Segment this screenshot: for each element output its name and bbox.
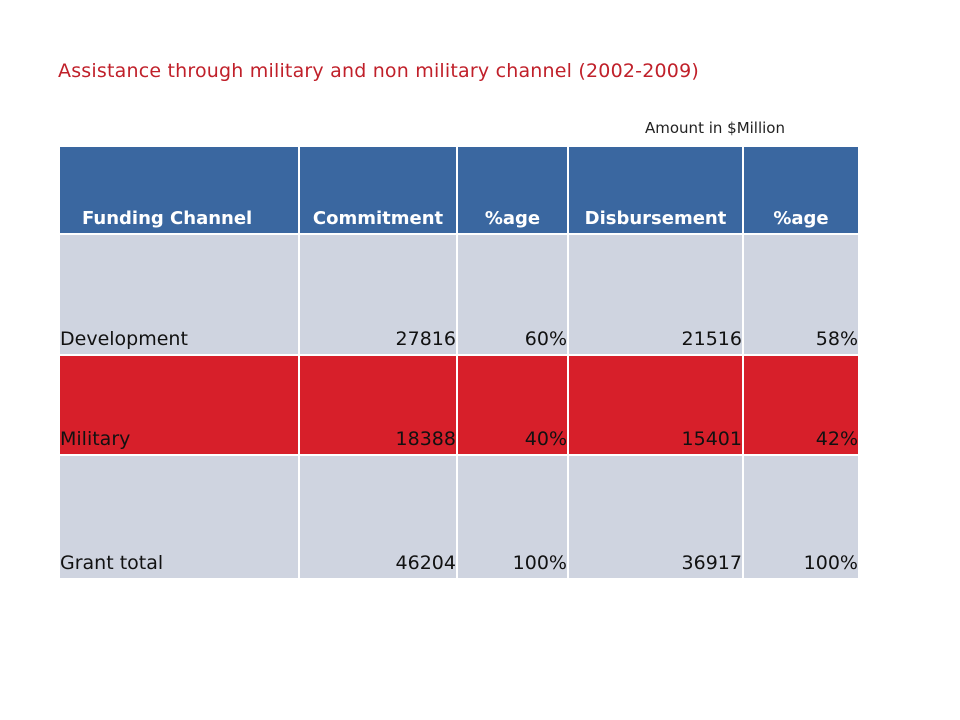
table-row: Grant total 46204 100% 36917 100% — [58, 454, 860, 580]
commitment-percentage-cell: 60% — [456, 233, 569, 356]
header-funding-channel: Funding Channel — [58, 145, 300, 235]
commitment-cell: 18388 — [298, 354, 458, 456]
commitment-percentage-cell: 40% — [456, 354, 569, 456]
disbursement-cell: 15401 — [567, 354, 744, 456]
commitment-cell: 27816 — [298, 233, 458, 356]
commitment-cell: 46204 — [298, 454, 458, 580]
disbursement-percentage-cell: 100% — [742, 454, 860, 580]
commitment-percentage-cell: 100% — [456, 454, 569, 580]
row-label: Grant total — [58, 454, 300, 580]
disbursement-cell: 36917 — [567, 454, 744, 580]
disbursement-cell: 21516 — [567, 233, 744, 356]
funding-table: Funding Channel Commitment %age Disburse… — [58, 145, 860, 580]
table-header-row: Funding Channel Commitment %age Disburse… — [58, 145, 860, 235]
disbursement-percentage-cell: 58% — [742, 233, 860, 356]
header-disbursement: Disbursement — [567, 145, 744, 235]
slide-title: Assistance through military and non mili… — [58, 60, 699, 82]
table-row: Development 27816 60% 21516 58% — [58, 233, 860, 356]
table-row: Military 18388 40% 15401 42% — [58, 354, 860, 456]
row-label: Military — [58, 354, 300, 456]
unit-note: Amount in $Million — [645, 119, 785, 137]
header-disbursement-percentage: %age — [742, 145, 860, 235]
header-commitment: Commitment — [298, 145, 458, 235]
disbursement-percentage-cell: 42% — [742, 354, 860, 456]
row-label: Development — [58, 233, 300, 356]
header-commitment-percentage: %age — [456, 145, 569, 235]
